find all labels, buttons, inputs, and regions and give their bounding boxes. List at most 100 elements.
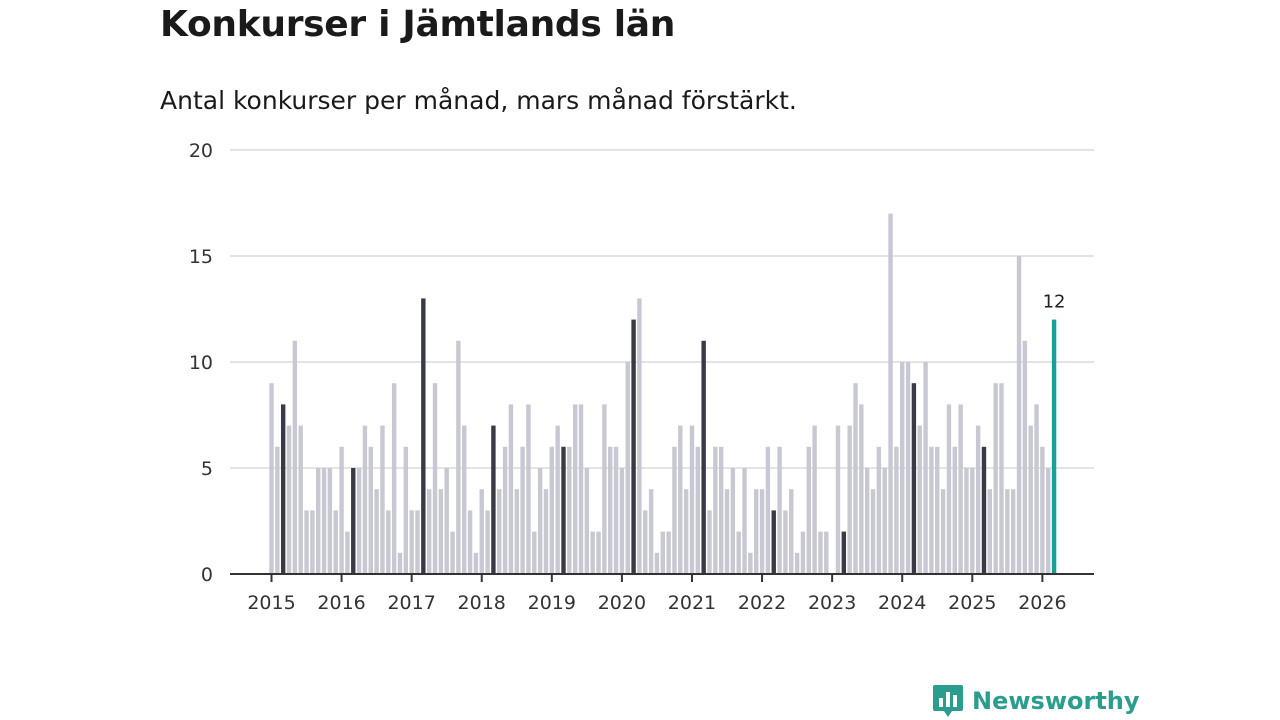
bar bbox=[572, 404, 578, 574]
bar bbox=[374, 489, 379, 574]
bar bbox=[975, 425, 981, 574]
bar bbox=[678, 425, 683, 574]
bar bbox=[695, 446, 701, 574]
bar bbox=[485, 510, 490, 574]
bar bbox=[391, 383, 397, 574]
bar bbox=[870, 489, 876, 574]
x-tick-label: 2025 bbox=[948, 592, 996, 614]
bar bbox=[508, 404, 514, 574]
bar bbox=[806, 446, 811, 574]
bar bbox=[1028, 425, 1033, 574]
bar bbox=[578, 404, 584, 574]
x-tick-label: 2022 bbox=[738, 592, 786, 614]
bar bbox=[497, 489, 502, 574]
bar bbox=[421, 298, 426, 574]
x-tick-label: 2026 bbox=[1018, 592, 1066, 614]
bar bbox=[853, 383, 858, 574]
bar bbox=[935, 446, 940, 574]
bar bbox=[643, 510, 648, 574]
bar bbox=[403, 446, 409, 574]
bar bbox=[537, 468, 543, 574]
x-tick-label: 2020 bbox=[598, 592, 646, 614]
bar bbox=[602, 404, 607, 574]
bar bbox=[526, 404, 531, 574]
bar bbox=[707, 510, 712, 574]
bar bbox=[567, 446, 572, 574]
bar-chart: 0 5 10 15 20 2015 2016 2017 2018 2019 2020 2021 2022… bbox=[189, 140, 1094, 614]
bar bbox=[327, 468, 333, 574]
bar bbox=[362, 425, 368, 574]
bar bbox=[1010, 489, 1016, 574]
bar bbox=[491, 425, 496, 574]
bar bbox=[765, 446, 771, 574]
bar bbox=[999, 383, 1004, 574]
bar bbox=[905, 362, 911, 574]
bar bbox=[964, 468, 969, 574]
x-tick-label: 2023 bbox=[808, 592, 856, 614]
bar bbox=[479, 489, 484, 574]
bar bbox=[987, 489, 993, 574]
x-tick-label: 2017 bbox=[387, 592, 435, 614]
x-tick-label: 2015 bbox=[247, 592, 295, 614]
bar bbox=[812, 425, 817, 574]
bar bbox=[900, 362, 905, 574]
bar bbox=[637, 298, 642, 574]
bar bbox=[549, 446, 555, 574]
bar bbox=[438, 489, 444, 574]
bar bbox=[444, 468, 449, 574]
x-tick-label: 2018 bbox=[458, 592, 506, 614]
bar bbox=[835, 425, 841, 574]
bar bbox=[654, 552, 660, 574]
bar bbox=[584, 468, 590, 574]
y-tick-label: 20 bbox=[189, 140, 213, 162]
bar bbox=[397, 552, 403, 574]
bar bbox=[631, 319, 636, 574]
bar bbox=[473, 552, 479, 574]
bar bbox=[1051, 319, 1057, 574]
x-tick-label: 2021 bbox=[668, 592, 716, 614]
bar bbox=[724, 489, 730, 574]
bar bbox=[911, 383, 917, 574]
bar bbox=[1040, 446, 1045, 574]
bar bbox=[648, 489, 654, 574]
bar bbox=[923, 362, 928, 574]
bar bbox=[730, 468, 736, 574]
bar bbox=[351, 468, 356, 574]
x-tick-label: 2024 bbox=[878, 592, 926, 614]
bar bbox=[456, 340, 461, 574]
bar bbox=[275, 446, 280, 574]
bar bbox=[800, 531, 806, 574]
bar bbox=[859, 404, 864, 574]
bar bbox=[619, 468, 625, 574]
data-label-latest: 12 bbox=[1043, 292, 1066, 313]
bar bbox=[380, 425, 385, 574]
bar bbox=[286, 425, 292, 574]
chart-subtitle: Antal konkurser per månad, mars månad fö… bbox=[160, 86, 797, 115]
bar bbox=[882, 468, 887, 574]
bar bbox=[409, 510, 414, 574]
bar bbox=[368, 446, 373, 574]
bar bbox=[888, 213, 893, 574]
bar bbox=[824, 531, 829, 574]
bar bbox=[596, 531, 601, 574]
brand-name: Newsworthy bbox=[972, 687, 1140, 715]
bar bbox=[1005, 489, 1010, 574]
bar bbox=[514, 489, 519, 574]
bar bbox=[818, 531, 823, 574]
bar bbox=[783, 510, 788, 574]
bar bbox=[467, 510, 473, 574]
bar bbox=[304, 510, 309, 574]
bar bbox=[736, 531, 741, 574]
bar bbox=[298, 425, 303, 574]
bar bbox=[748, 552, 753, 574]
newsworthy-logo: Newsworthy bbox=[932, 682, 1140, 720]
bar bbox=[520, 446, 525, 574]
bar bbox=[555, 425, 560, 574]
bar bbox=[841, 531, 847, 574]
bar bbox=[426, 489, 432, 574]
bar bbox=[917, 425, 922, 574]
bar bbox=[894, 446, 899, 574]
bar bbox=[1016, 256, 1022, 574]
bar bbox=[742, 468, 747, 574]
bar bbox=[789, 489, 794, 574]
